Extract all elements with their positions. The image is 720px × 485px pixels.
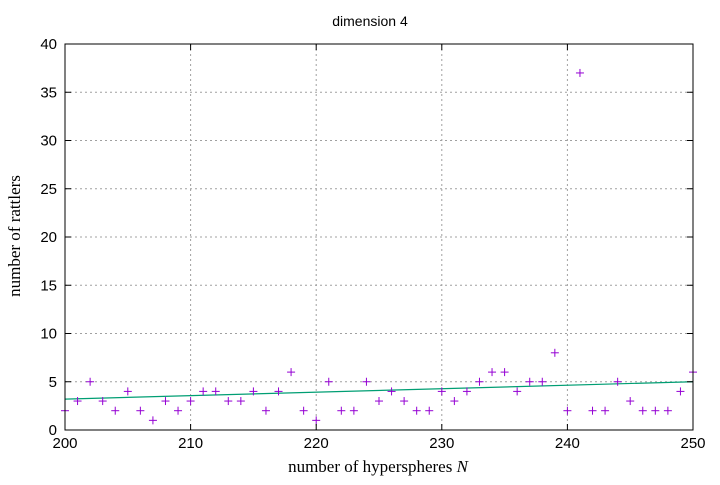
data-point bbox=[274, 387, 283, 396]
x-axis-label: number of hyperspheres N bbox=[288, 457, 470, 476]
data-point bbox=[525, 377, 534, 386]
y-tick-label: 25 bbox=[40, 181, 57, 198]
y-tick-label: 10 bbox=[40, 326, 57, 343]
data-point bbox=[86, 377, 95, 386]
data-point bbox=[287, 368, 296, 377]
data-point bbox=[676, 387, 685, 396]
trend-line bbox=[64, 381, 694, 400]
data-point bbox=[186, 397, 195, 406]
chart-title: dimension 4 bbox=[332, 13, 408, 29]
data-point bbox=[148, 416, 157, 425]
data-point bbox=[425, 406, 434, 415]
data-point bbox=[98, 397, 107, 406]
y-tick-label: 30 bbox=[40, 133, 57, 150]
trend-line-layer bbox=[64, 381, 694, 400]
y-tick-label: 40 bbox=[40, 36, 57, 53]
data-point bbox=[663, 406, 672, 415]
data-point bbox=[261, 406, 270, 415]
data-point bbox=[349, 406, 358, 415]
data-point bbox=[412, 406, 421, 415]
data-point bbox=[324, 377, 333, 386]
x-axis-label-variable: N bbox=[456, 457, 470, 476]
data-point bbox=[362, 377, 371, 386]
data-points bbox=[61, 68, 697, 425]
data-point bbox=[437, 387, 446, 396]
data-point bbox=[613, 377, 622, 386]
x-tick-label: 230 bbox=[429, 435, 454, 452]
data-point bbox=[563, 406, 572, 415]
data-point bbox=[500, 368, 509, 377]
x-tick-label: 240 bbox=[555, 435, 580, 452]
data-point bbox=[550, 348, 559, 357]
data-point bbox=[626, 397, 635, 406]
data-point bbox=[475, 377, 484, 386]
axis-ticks: 200 210 220 230 240 250 0 5 10 15 20 25 30 35 40 bbox=[40, 36, 705, 452]
y-axis-label: number of rattlers bbox=[5, 175, 24, 297]
data-point bbox=[337, 406, 346, 415]
grid bbox=[65, 44, 693, 430]
data-point bbox=[236, 397, 245, 406]
data-point bbox=[400, 397, 409, 406]
y-tick-label: 20 bbox=[40, 229, 57, 246]
data-point bbox=[513, 387, 522, 396]
data-point bbox=[488, 368, 497, 377]
data-point bbox=[375, 397, 383, 406]
data-point bbox=[199, 387, 208, 396]
data-point bbox=[638, 406, 647, 415]
x-tick-label: 210 bbox=[178, 435, 203, 452]
x-axis-label-text: number of hyperspheres bbox=[288, 457, 457, 476]
plot-border bbox=[64, 43, 694, 431]
y-tick-label: 0 bbox=[49, 422, 57, 439]
data-point bbox=[299, 406, 308, 415]
x-tick-label: 250 bbox=[680, 435, 705, 452]
data-point bbox=[111, 406, 120, 415]
data-point bbox=[588, 406, 597, 415]
y-tick-label: 35 bbox=[40, 84, 57, 101]
data-point bbox=[575, 68, 584, 77]
y-tick-label: 5 bbox=[49, 374, 57, 391]
y-tick-label: 15 bbox=[40, 277, 57, 294]
data-point bbox=[123, 387, 132, 396]
data-point bbox=[249, 387, 258, 396]
data-point bbox=[651, 406, 660, 415]
data-point bbox=[538, 377, 547, 386]
data-point bbox=[73, 397, 82, 406]
x-tick-label: 200 bbox=[52, 435, 77, 452]
data-point bbox=[136, 406, 145, 415]
data-point bbox=[174, 406, 183, 415]
data-point bbox=[312, 416, 321, 425]
data-point bbox=[161, 397, 170, 406]
data-point bbox=[450, 397, 459, 406]
data-point bbox=[462, 387, 471, 396]
x-tick-label: 220 bbox=[304, 435, 329, 452]
data-point bbox=[224, 397, 233, 406]
data-point bbox=[387, 387, 396, 396]
data-point bbox=[211, 387, 220, 396]
plot-frame bbox=[64, 43, 694, 431]
data-point bbox=[601, 406, 610, 415]
